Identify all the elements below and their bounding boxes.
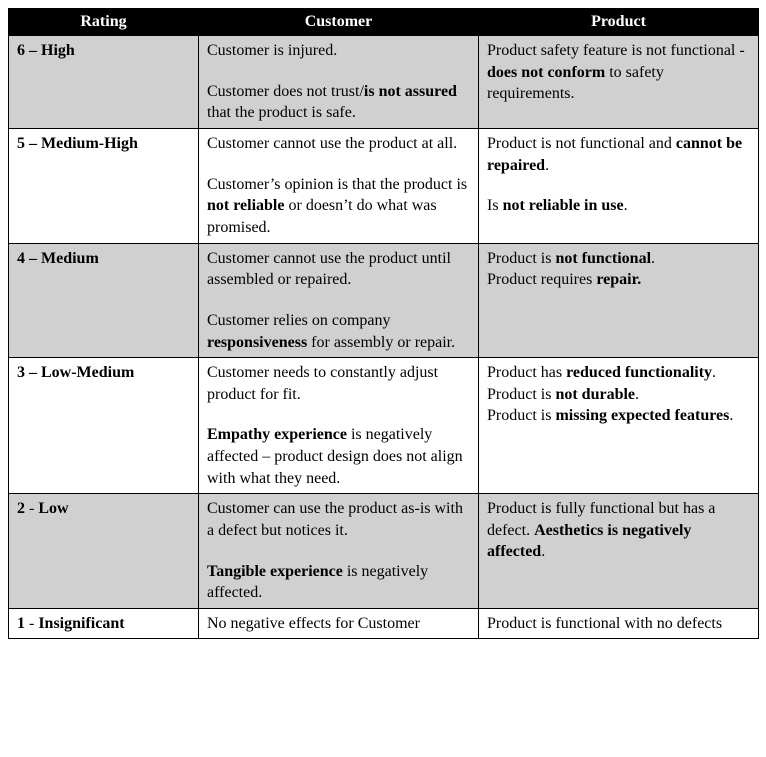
cell-customer: Customer can use the product as-is with …	[199, 494, 479, 609]
cell-customer: Customer cannot use the product until as…	[199, 243, 479, 358]
table-row: 6 – HighCustomer is injured.Customer doe…	[9, 36, 759, 129]
cell-rating: 1 - Insignificant	[9, 608, 199, 639]
cell-product: Product is functional with no defects	[479, 608, 759, 639]
severity-rating-table: Rating Customer Product 6 – HighCustomer…	[8, 8, 759, 639]
table-row: 3 – Low-MediumCustomer needs to constant…	[9, 358, 759, 494]
col-header-product: Product	[479, 9, 759, 36]
cell-customer: No negative effects for Customer	[199, 608, 479, 639]
cell-product: Product safety feature is not functional…	[479, 36, 759, 129]
table-row: 2 - LowCustomer can use the product as-i…	[9, 494, 759, 609]
col-header-customer: Customer	[199, 9, 479, 36]
table-row: 1 - InsignificantNo negative effects for…	[9, 608, 759, 639]
cell-rating: 6 – High	[9, 36, 199, 129]
cell-rating: 5 – Medium-High	[9, 128, 199, 243]
cell-product: Product is fully functional but has a de…	[479, 494, 759, 609]
col-header-rating: Rating	[9, 9, 199, 36]
cell-customer: Customer needs to constantly adjust prod…	[199, 358, 479, 494]
cell-rating: 4 – Medium	[9, 243, 199, 358]
table-row: 5 – Medium-HighCustomer cannot use the p…	[9, 128, 759, 243]
table-row: 4 – MediumCustomer cannot use the produc…	[9, 243, 759, 358]
cell-product: Product has reduced functionality.Produc…	[479, 358, 759, 494]
cell-product: Product is not functional.Product requir…	[479, 243, 759, 358]
cell-customer: Customer cannot use the product at all.C…	[199, 128, 479, 243]
cell-customer: Customer is injured.Customer does not tr…	[199, 36, 479, 129]
cell-rating: 2 - Low	[9, 494, 199, 609]
cell-product: Product is not functional and cannot be …	[479, 128, 759, 243]
table-header-row: Rating Customer Product	[9, 9, 759, 36]
cell-rating: 3 – Low-Medium	[9, 358, 199, 494]
